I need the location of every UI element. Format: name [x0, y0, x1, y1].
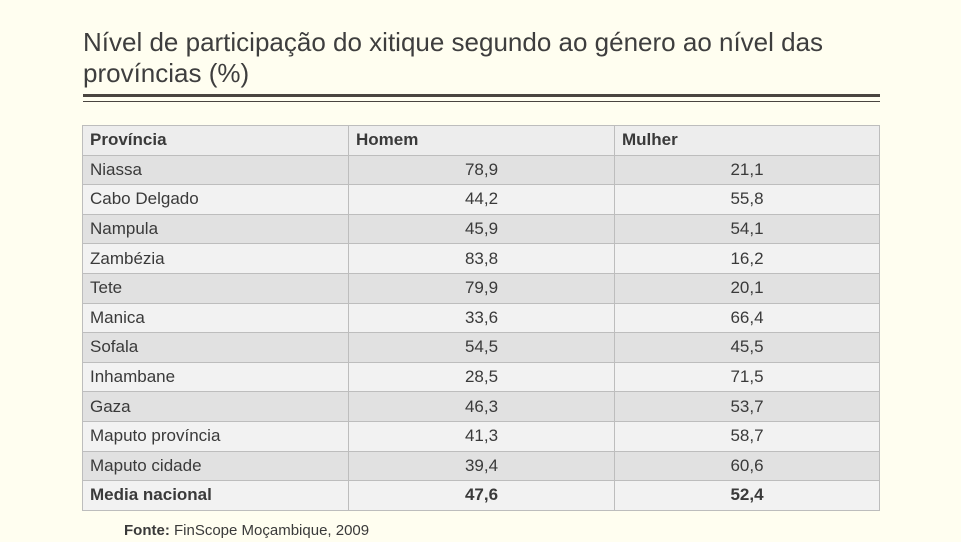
province-cell: Manica: [82, 302, 349, 334]
mulher-cell: 21,1: [614, 154, 880, 186]
title-divider-thick: [83, 94, 880, 97]
homem-cell: 79,9: [348, 272, 615, 304]
data-table: Província Homem Mulher Niassa 78,9 21,1 Cab…: [82, 125, 880, 511]
table-row: Cabo Delgado 44,2 55,8: [82, 184, 880, 215]
table-row: Maputo província 41,3 58,7: [82, 420, 880, 452]
table-row: Inhambane 28,5 71,5: [82, 361, 880, 393]
province-cell: Zambézia: [82, 243, 349, 274]
province-cell: Media nacional: [82, 480, 349, 511]
mulher-cell: 16,2: [614, 243, 880, 274]
table-row: Niassa 78,9 21,1: [82, 154, 880, 186]
source-text: FinScope Moçambique, 2009: [174, 522, 370, 539]
table-row: Maputo cidade 39,4 60,6: [82, 450, 880, 482]
homem-cell: 44,2: [348, 184, 615, 215]
mulher-cell: 66,4: [614, 302, 880, 334]
province-cell: Maputo província: [82, 420, 349, 452]
title-divider-thin: [83, 101, 880, 102]
homem-cell: 45,9: [348, 213, 615, 245]
table-total-row: Media nacional 47,6 52,4: [82, 480, 880, 511]
mulher-cell: 58,7: [614, 420, 880, 452]
province-cell: Tete: [82, 272, 349, 304]
mulher-cell: 71,5: [614, 361, 880, 393]
homem-cell: 28,5: [348, 361, 615, 393]
table-row: Zambézia 83,8 16,2: [82, 243, 880, 274]
mulher-cell: 45,5: [614, 332, 880, 363]
source-label: Fonte:: [124, 522, 170, 539]
table-row: Sofala 54,5 45,5: [82, 332, 880, 363]
province-cell: Nampula: [82, 213, 349, 245]
homem-cell: 54,5: [348, 332, 615, 363]
table-header-row: Província Homem Mulher: [82, 125, 880, 156]
homem-cell: 39,4: [348, 450, 615, 482]
page-title: Nível de participação do xitique segundo…: [83, 27, 824, 88]
province-cell: Maputo cidade: [82, 450, 349, 482]
mulher-cell: 54,1: [614, 213, 880, 245]
homem-cell: 83,8: [348, 243, 615, 274]
homem-cell: 78,9: [348, 154, 615, 186]
table-row: Nampula 45,9 54,1: [82, 213, 880, 245]
province-cell: Niassa: [82, 154, 349, 186]
homem-cell: 47,6: [348, 480, 615, 511]
province-cell: Inhambane: [82, 361, 349, 393]
mulher-cell: 53,7: [614, 391, 880, 422]
table-row: Manica 33,6 66,4: [82, 302, 880, 334]
table-row: Gaza 46,3 53,7: [82, 391, 880, 422]
header-mulher: Mulher: [614, 125, 880, 156]
mulher-cell: 60,6: [614, 450, 880, 482]
mulher-cell: 20,1: [614, 272, 880, 304]
homem-cell: 46,3: [348, 391, 615, 422]
province-cell: Gaza: [82, 391, 349, 422]
homem-cell: 41,3: [348, 420, 615, 452]
mulher-cell: 55,8: [614, 184, 880, 215]
homem-cell: 33,6: [348, 302, 615, 334]
table-row: Tete 79,9 20,1: [82, 272, 880, 304]
header-homem: Homem: [348, 125, 615, 156]
province-cell: Cabo Delgado: [82, 184, 349, 215]
mulher-cell: 52,4: [614, 480, 880, 511]
province-cell: Sofala: [82, 332, 349, 363]
header-provincia: Província: [82, 125, 349, 156]
source-note: Fonte: FinScope Moçambique, 2009: [124, 522, 369, 539]
